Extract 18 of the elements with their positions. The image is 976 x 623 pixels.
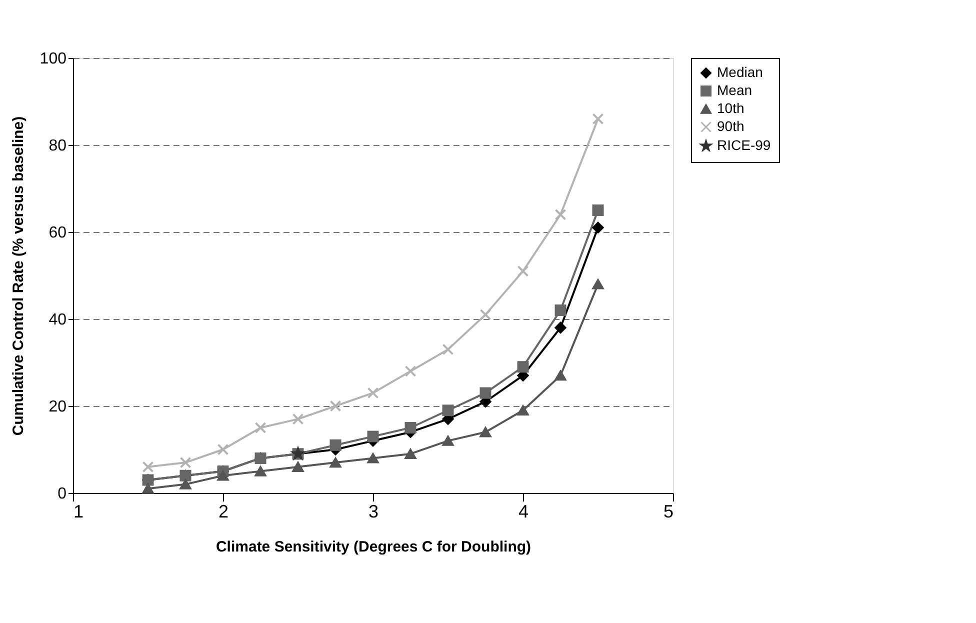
- legend-label: 10th: [717, 100, 744, 116]
- x-tick-label: 1: [74, 502, 84, 522]
- y-axis-title: Cumulative Control Rate (% versus baseline): [10, 116, 27, 436]
- x-tick-label: 4: [518, 502, 529, 522]
- legend-label: Median: [717, 64, 763, 80]
- x-tick-label: 5: [663, 502, 674, 522]
- legend-label: Mean: [717, 82, 752, 98]
- x-tick-label: 2: [218, 502, 229, 522]
- y-tick-label: 100: [40, 50, 67, 68]
- legend-label: RICE-99: [717, 137, 771, 153]
- x-axis-title: Climate Sensitivity (Degrees C for Doubling): [216, 538, 532, 556]
- y-tick-label: 0: [58, 486, 67, 502]
- y-tick-label: 80: [48, 138, 67, 154]
- x-tick-label: 3: [368, 502, 379, 522]
- y-tick-label: 40: [48, 312, 67, 328]
- y-tick-label: 60: [48, 224, 67, 242]
- y-tick-label: 20: [48, 398, 67, 416]
- legend-label: 90th: [717, 118, 744, 134]
